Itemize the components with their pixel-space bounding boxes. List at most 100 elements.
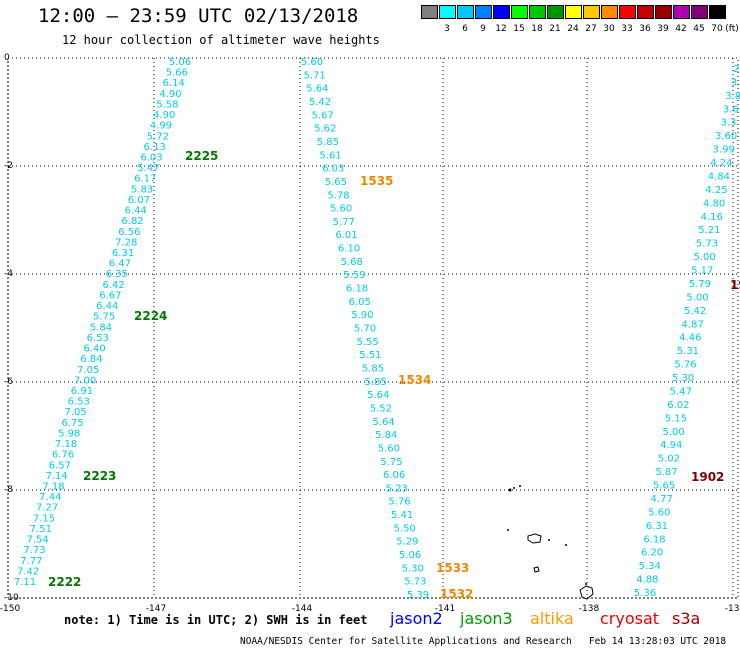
- wave-height-value: 7.77: [20, 556, 42, 567]
- wave-height-value: 6.53: [68, 397, 90, 408]
- legend-label: 45: [693, 24, 705, 34]
- legend-swatch: [547, 5, 564, 19]
- map-title: 12:00 — 23:59 UTC 02/13/2018: [38, 5, 359, 27]
- wave-height-value: 5.59: [343, 270, 365, 281]
- wave-height-value: 5.00: [693, 252, 715, 263]
- lon-tick-label: -141: [435, 604, 455, 614]
- wave-height-value: 5.85: [364, 377, 386, 388]
- legend-swatch: [421, 5, 438, 19]
- wave-height-value: 5.06: [169, 57, 191, 68]
- legend-label: 12: [495, 24, 507, 34]
- pass-time-label: 1533: [436, 561, 469, 575]
- wave-height-value: 5.60: [301, 57, 323, 68]
- wave-height-value: 5.30: [672, 373, 694, 384]
- wave-height-value: 5.15: [665, 413, 687, 424]
- wave-height-value: 7.54: [27, 535, 49, 546]
- wave-height-value: 5.00: [686, 292, 708, 303]
- legend-label: 21: [549, 24, 561, 34]
- lon-tick-label: -144: [292, 604, 313, 614]
- wave-height-value: 6.31: [646, 521, 668, 532]
- pass-time-label: 2224: [134, 309, 167, 323]
- pass-time-label: 1902: [691, 470, 724, 484]
- pass-time-label: 1535: [360, 174, 393, 188]
- lon-tick-label: -147: [146, 604, 166, 614]
- wave-height-value: 5.51: [359, 350, 381, 361]
- wave-height-value: 6.40: [83, 344, 105, 355]
- wave-height-value: 6.18: [643, 534, 665, 545]
- legend-label: 15: [513, 24, 525, 34]
- wave-height-value: 6.18: [346, 284, 368, 295]
- satellite-label-cryosat: cryosat: [600, 609, 660, 628]
- wave-height-value: 5.75: [380, 457, 402, 468]
- wave-height-value: 5.61: [319, 150, 341, 161]
- wave-height-value: 5.65: [653, 481, 675, 492]
- satellite-label-altika: altika: [530, 609, 574, 628]
- wave-height-value: 3.8: [725, 91, 740, 102]
- wave-height-value: 5.34: [639, 561, 661, 572]
- wave-height-value: 5.79: [689, 279, 711, 290]
- legend-label: 33: [621, 24, 633, 34]
- wave-height-value: 6.84: [80, 354, 102, 365]
- wave-height-value: 5.77: [333, 217, 355, 228]
- wave-height-value: 6.14: [163, 78, 185, 89]
- wave-height-value: 6.07: [128, 195, 150, 206]
- wave-height-value: 5.70: [354, 324, 376, 335]
- wave-height-value: 5.62: [314, 124, 336, 135]
- legend-swatch: [493, 5, 510, 19]
- wave-height-value: 6.91: [71, 386, 93, 397]
- wave-height-value: 5.85: [362, 363, 384, 374]
- legend-label: 30: [603, 24, 615, 34]
- wave-height-value: 6.06: [383, 470, 405, 481]
- lat-tick-label: -8: [4, 485, 13, 495]
- wave-height-value: 5.72: [147, 131, 169, 142]
- wave-height-value: 5.67: [311, 110, 333, 121]
- wave-height-value: 4.99: [150, 121, 172, 132]
- legend-swatch: [511, 5, 528, 19]
- wave-height-value: 7.18: [55, 439, 77, 450]
- wave-height-value: 6.02: [667, 400, 689, 411]
- wave-height-value: 5.02: [658, 454, 680, 465]
- wave-height-value: 5.47: [670, 386, 692, 397]
- pass-time-label: 2223: [83, 469, 116, 483]
- wave-height-value: 5.85: [317, 137, 339, 148]
- wave-height-value: 7.51: [30, 524, 52, 535]
- lat-tick-label: 0: [4, 53, 10, 63]
- wave-height-value: 2.: [733, 64, 740, 75]
- wave-height-value: 6.20: [641, 548, 663, 559]
- legend-label: 18: [531, 24, 543, 34]
- legend-swatch: [565, 5, 582, 19]
- wave-height-value: 4.90: [159, 89, 181, 100]
- legend-swatch: [583, 5, 600, 19]
- wave-height-value: 5.36: [634, 588, 656, 599]
- wave-height-value: 5.41: [391, 510, 413, 521]
- legend-swatch: [637, 5, 654, 19]
- wave-height-value: 5.58: [156, 99, 178, 110]
- wave-height-value: 5.42: [309, 97, 331, 108]
- legend-swatch: [655, 5, 672, 19]
- pass-time-label: 2222: [48, 575, 81, 589]
- wave-height-value: 7.44: [39, 492, 61, 503]
- legend-swatch: [673, 5, 690, 19]
- wave-height-value: 6.44: [125, 206, 147, 217]
- wave-height-value: 6.01: [335, 230, 357, 241]
- wave-height-value: 5.00: [662, 427, 684, 438]
- wave-height-value: 5.64: [372, 417, 394, 428]
- wave-height-value: 5.98: [58, 428, 80, 439]
- wave-height-value: 4.80: [703, 198, 725, 209]
- wave-height-value: 5.39: [407, 590, 429, 601]
- islands: [507, 485, 594, 600]
- wave-height-value: 4.88: [636, 575, 658, 586]
- wave-height-value: 6.67: [99, 290, 121, 301]
- wave-height-value: 5.21: [698, 225, 720, 236]
- pass-time-label: 1532: [440, 587, 473, 601]
- legend-swatch: [601, 5, 618, 19]
- wave-height-value: 5.17: [691, 266, 713, 277]
- wave-height-value: 7.05: [77, 365, 99, 376]
- wave-height-value: 6.57: [49, 460, 71, 471]
- wave-height-value: 5.23: [386, 483, 408, 494]
- map-grid: -150 -147 -144 -141 -138 -135 0 -2 -4 -6 -8 -10: [0, 53, 740, 614]
- wave-height-value: 6.31: [112, 248, 134, 259]
- wave-height-value: 6.42: [102, 280, 124, 291]
- wave-height-value: 6.03: [140, 153, 162, 164]
- satellite-label-s3a: s3a: [672, 609, 701, 628]
